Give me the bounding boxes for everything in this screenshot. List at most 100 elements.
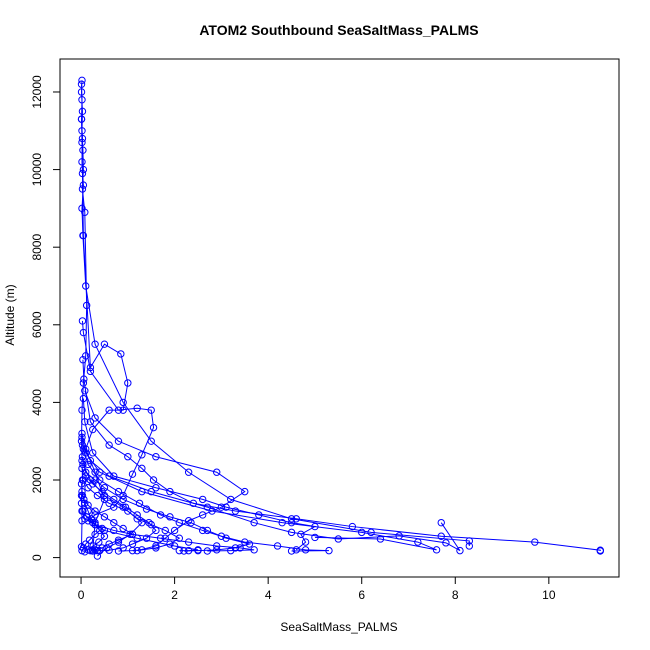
data-point	[100, 340, 109, 348]
data-point	[114, 487, 123, 496]
data-point	[119, 524, 127, 533]
data-point	[78, 456, 86, 465]
x-axis: 0 2 4 6 8 10	[78, 576, 556, 602]
data-point	[100, 532, 109, 540]
data-point	[86, 418, 95, 426]
data-point	[91, 476, 99, 484]
data-point	[93, 491, 102, 500]
data-point	[91, 507, 99, 515]
data-point	[175, 534, 183, 542]
data-point	[358, 528, 366, 537]
data-point	[531, 538, 539, 546]
data-point	[203, 503, 212, 511]
data-point	[152, 453, 160, 461]
data-point	[287, 547, 296, 555]
data-point	[85, 536, 94, 544]
data-point	[89, 542, 97, 550]
data-point	[86, 456, 95, 465]
data-point	[79, 356, 87, 364]
data-point	[100, 491, 109, 500]
series-line	[81, 483, 106, 553]
data-point	[79, 165, 88, 174]
data-point	[376, 535, 385, 543]
data-point	[79, 460, 87, 469]
series-line	[82, 398, 317, 551]
data-point	[78, 406, 86, 414]
data-point	[147, 520, 155, 529]
data-point	[138, 451, 146, 459]
data-point	[367, 528, 375, 537]
x-axis-label: SeaSaltMass_PALMS	[280, 620, 397, 634]
data-point	[79, 445, 88, 453]
data-point	[184, 468, 193, 476]
data-point	[170, 542, 179, 550]
data-point	[142, 534, 151, 542]
data-point	[89, 518, 97, 527]
series-line	[82, 444, 461, 552]
series-5	[79, 356, 604, 555]
data-point	[81, 499, 89, 507]
data-point	[325, 546, 333, 555]
x-tick-label: 6	[358, 588, 365, 602]
data-point	[91, 530, 99, 539]
data-point	[79, 231, 88, 240]
data-point	[278, 518, 286, 527]
data-point	[133, 404, 141, 412]
data-point	[119, 544, 127, 552]
data-point	[198, 526, 207, 535]
data-point	[98, 524, 106, 533]
series-18	[78, 507, 258, 555]
series-17	[79, 460, 146, 560]
data-point	[79, 379, 88, 387]
data-point	[287, 528, 296, 537]
data-point	[105, 406, 113, 414]
data-point	[175, 546, 183, 555]
data-point	[217, 503, 226, 511]
data-point	[180, 547, 188, 555]
data-point	[128, 530, 137, 539]
data-point	[78, 76, 86, 85]
data-point	[161, 526, 169, 535]
data-point	[236, 544, 244, 552]
data-point	[287, 518, 296, 527]
data-point	[250, 546, 258, 554]
series-12	[78, 429, 441, 554]
data-point	[110, 526, 118, 535]
data-point	[78, 491, 87, 500]
data-point	[95, 538, 103, 546]
plot-area	[77, 76, 604, 560]
series-4	[78, 317, 202, 555]
data-point	[292, 546, 300, 554]
data-point	[114, 406, 123, 414]
data-point	[91, 468, 99, 476]
y-tick-label: 10000	[30, 153, 44, 187]
data-point	[128, 540, 137, 548]
data-point	[98, 487, 106, 496]
data-point	[149, 476, 158, 484]
data-point	[105, 499, 113, 507]
data-point	[79, 181, 88, 189]
data-point	[189, 499, 198, 507]
series-line	[81, 437, 329, 552]
x-tick-label: 8	[452, 588, 459, 602]
data-point	[100, 484, 109, 492]
series-9	[79, 476, 183, 555]
data-point	[596, 547, 604, 555]
data-point	[217, 532, 226, 540]
data-point	[81, 387, 89, 395]
x-tick-label: 2	[171, 588, 178, 602]
data-point	[203, 547, 212, 555]
data-point	[80, 375, 88, 383]
data-point	[273, 542, 282, 550]
series-14	[81, 387, 249, 555]
y-axis-label: Altitude (m)	[3, 284, 17, 345]
data-point	[128, 470, 137, 478]
x-tick-label: 4	[265, 588, 272, 602]
data-point	[138, 518, 146, 527]
data-point	[133, 511, 141, 519]
data-point	[110, 518, 118, 527]
data-point	[79, 328, 88, 337]
data-point	[77, 437, 86, 445]
series-line	[81, 433, 437, 551]
